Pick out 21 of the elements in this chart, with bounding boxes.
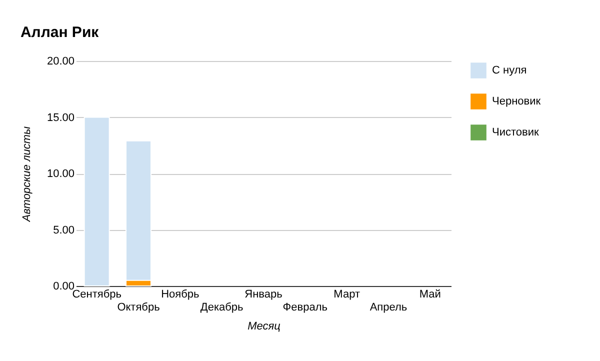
x-axis-title: Месяц: [248, 320, 280, 332]
chart-title: Аллан Рик: [20, 24, 100, 41]
x-tick-label: Март: [334, 288, 360, 300]
x-tick-label: Октябрь: [117, 302, 160, 314]
bar: [84, 116, 110, 286]
x-tick-label: Январь: [244, 288, 283, 300]
legend-label: Чистовик: [492, 126, 539, 138]
y-tick-label: 10.00: [46, 168, 74, 180]
x-tick-label: Декабрь: [200, 302, 244, 314]
x-tick-label: Февраль: [282, 302, 328, 314]
legend-label: С нуля: [492, 64, 527, 76]
x-tick-label: Ноябрь: [161, 288, 200, 300]
legend-label: Черновик: [492, 96, 541, 108]
x-tick-label: Май: [419, 288, 441, 300]
y-tick-label: 15.00: [46, 112, 74, 124]
y-tick-label: 5.00: [53, 224, 74, 236]
y-tick-label: 0.00: [53, 280, 74, 292]
x-tick-label: Апрель: [370, 302, 408, 314]
x-tick-label: Сентябрь: [72, 288, 122, 300]
y-tick-label: 20.00: [46, 56, 74, 68]
y-axis-title: Авторские листы: [20, 126, 33, 223]
